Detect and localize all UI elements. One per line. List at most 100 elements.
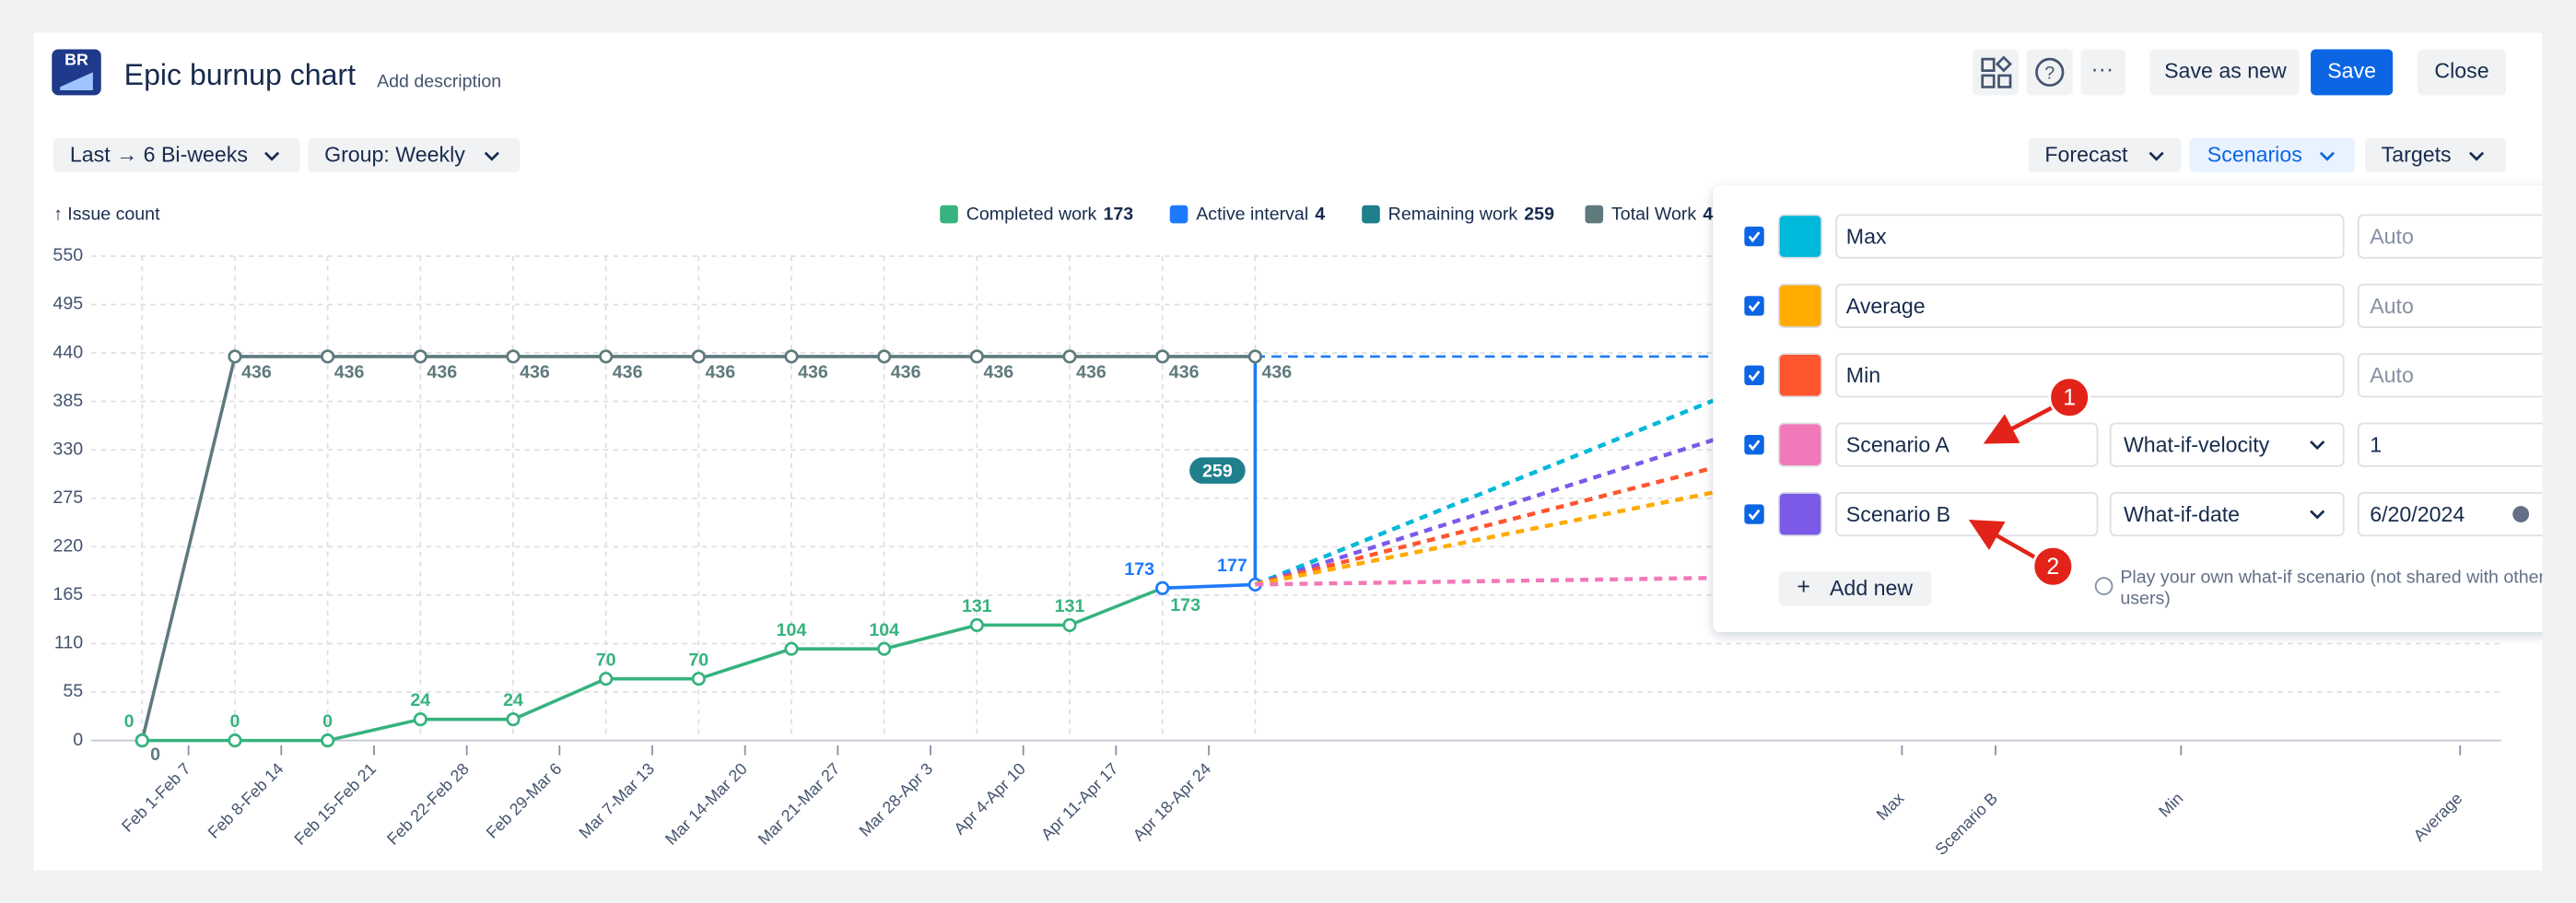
data-label: 0 — [322, 711, 333, 732]
name-input[interactable] — [1835, 214, 2345, 259]
clear-icon[interactable] — [2512, 506, 2530, 522]
y-tick-label: 165 — [53, 584, 83, 604]
save-as-new-button[interactable] — [2149, 49, 2300, 96]
value-input[interactable] — [2357, 353, 2576, 398]
y-tick-label: 550 — [53, 245, 83, 265]
data-label: 104 — [869, 620, 899, 640]
data-label: 436 — [613, 362, 643, 382]
close-button[interactable] — [2417, 49, 2507, 96]
method-select[interactable] — [2109, 492, 2345, 537]
value-input[interactable] — [2357, 422, 2576, 467]
add-new-button[interactable] — [1778, 571, 1932, 606]
y-axis-label: ↑ Issue count — [53, 205, 160, 225]
data-point — [506, 712, 521, 727]
forecast-line — [1254, 438, 1715, 587]
info-text: users) — [2120, 589, 2170, 609]
name-input[interactable] — [1835, 422, 2099, 467]
data-label: 0 — [230, 711, 240, 732]
data-label: 0 — [150, 745, 160, 765]
forecast-line — [1254, 490, 1714, 587]
checkbox[interactable] — [1744, 365, 1764, 386]
checkbox[interactable] — [1744, 435, 1764, 455]
scenario-rows: Max Auto Average Auto Min Auto Scenario A What-… — [1744, 214, 2576, 537]
color-swatch[interactable] — [1777, 422, 1822, 467]
data-point — [135, 733, 149, 748]
data-point — [969, 349, 984, 364]
chevron — [2149, 151, 2164, 161]
legend-value: 4 — [1315, 205, 1325, 225]
color-swatch[interactable] — [1777, 492, 1822, 537]
layout-button[interactable] — [1973, 49, 2019, 96]
name-input[interactable] — [1835, 283, 2345, 329]
help-icon — [2035, 57, 2065, 87]
data-point — [1062, 617, 1077, 632]
forecast-line — [1255, 575, 1714, 587]
data-label: 0 — [124, 711, 135, 732]
name-text: Max — [1846, 224, 1887, 248]
y-tick-label: 440 — [53, 342, 83, 362]
name-text: Scenario A — [1846, 433, 1950, 457]
method-select[interactable] — [2109, 422, 2345, 467]
data-point — [1062, 349, 1077, 364]
scenarios-tab[interactable] — [2189, 137, 2356, 173]
checkmark — [1748, 509, 1761, 521]
color-swatch[interactable] — [1777, 353, 1822, 398]
value-input[interactable] — [2357, 283, 2576, 329]
data-point — [506, 349, 521, 364]
chevron — [2319, 151, 2335, 161]
group-dropdown[interactable] — [308, 137, 521, 173]
forecast-tab[interactable] — [2028, 137, 2182, 173]
logo-text: BR — [64, 51, 88, 69]
data-label: 436 — [1261, 362, 1292, 382]
series-line — [1162, 582, 1256, 591]
checkmark — [1748, 370, 1761, 381]
checkbox[interactable] — [1744, 504, 1764, 524]
targets-tab[interactable] — [2364, 137, 2507, 173]
data-point — [784, 349, 799, 364]
more-button[interactable] — [2080, 49, 2125, 96]
y-tick-label: 330 — [53, 439, 83, 459]
group-label: Group: Weekly — [324, 142, 465, 166]
card-group: BR Epic burnup chart Add description ? ·… — [33, 32, 2576, 871]
annotation-badge — [2048, 376, 2090, 418]
chevron — [2310, 440, 2325, 451]
data-point — [599, 672, 614, 686]
legend-swatch — [1585, 205, 1604, 224]
name-input[interactable] — [1835, 353, 2345, 398]
checkbox[interactable] — [1744, 296, 1764, 316]
data-point — [228, 733, 242, 748]
value-text: 6/20/2024 — [2370, 502, 2465, 526]
data-label: 24 — [410, 690, 430, 710]
help-mark: ? — [2044, 63, 2055, 83]
legend-name: Completed work — [966, 205, 1097, 225]
color-swatch[interactable] — [1777, 214, 1822, 259]
save-button[interactable] — [2311, 49, 2394, 96]
info-icon — [2094, 577, 2113, 595]
more-icon: ··· — [2090, 56, 2113, 82]
data-point — [321, 733, 335, 748]
method-text: What-if-date — [2124, 502, 2240, 526]
logo-shape — [60, 72, 93, 90]
name-input[interactable] — [1835, 492, 2099, 537]
color-swatch[interactable] — [1777, 283, 1822, 329]
save-label: Save — [2327, 59, 2376, 83]
value-input[interactable] — [2357, 214, 2576, 259]
checkbox[interactable] — [1744, 226, 1764, 247]
description-link[interactable]: Add description — [377, 71, 501, 91]
forecast-line — [1254, 465, 1715, 587]
value-input[interactable] — [2357, 492, 2576, 537]
data-label: 70 — [596, 650, 616, 670]
data-label: 436 — [334, 362, 365, 382]
data-point — [1247, 349, 1262, 364]
value-text: Auto — [2370, 224, 2414, 248]
name-text: Min — [1846, 363, 1880, 387]
legend-value: 173 — [1103, 205, 1133, 225]
data-label: 436 — [520, 362, 550, 382]
help-button[interactable] — [2026, 49, 2073, 96]
annotation-number: 2 — [2046, 554, 2059, 580]
remaining-badge — [1189, 457, 1246, 484]
range-dropdown[interactable] — [53, 137, 300, 173]
y-tick-label: 220 — [53, 536, 83, 557]
